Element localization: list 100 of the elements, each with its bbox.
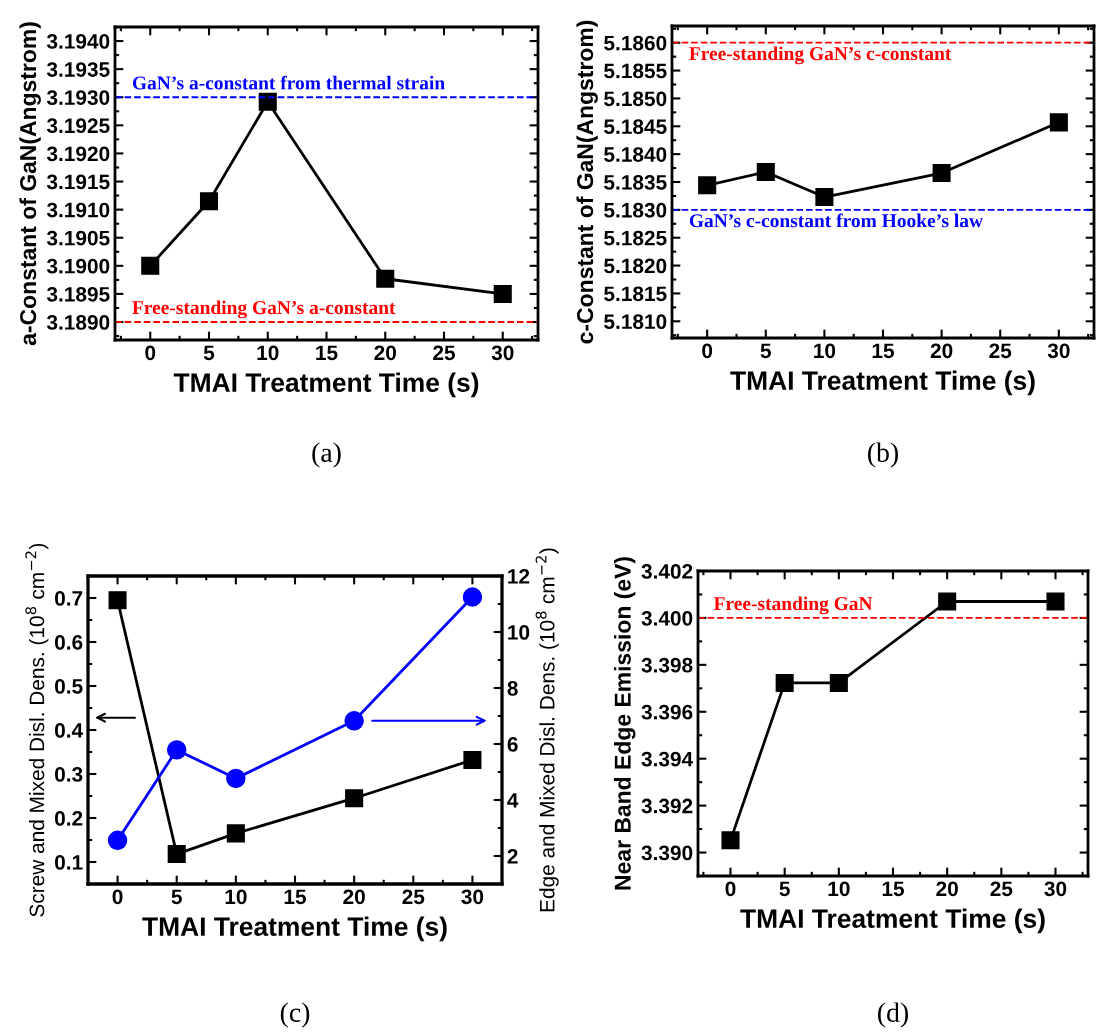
ref-line-label: GaN’s c-constant from Hooke’s law [689, 213, 983, 228]
y-tick-label: 0.7 [55, 591, 83, 606]
y-tick-label: 3.1915 [46, 174, 110, 190]
y-tick-label: 3.1935 [46, 62, 110, 77]
y-tick-label: 5.1815 [604, 286, 667, 302]
y-tick-label: 3.398 [641, 657, 693, 673]
y-tick-label: 3.1900 [46, 258, 110, 274]
point [698, 176, 717, 195]
x-tick-label: 10 [828, 881, 850, 897]
y-tick-label: 3.1920 [46, 146, 110, 162]
y-tick-label: 3.1910 [46, 202, 110, 218]
text: (d) [878, 1002, 908, 1028]
x-tick-label: 20 [936, 881, 958, 897]
y-tick-label: 5.1860 [604, 35, 667, 51]
y-tick-label: 3.400 [641, 610, 693, 626]
y-tick-label: 5.1825 [604, 230, 667, 246]
point [226, 768, 246, 789]
x-tick-label: 10 [257, 345, 279, 361]
y2-axis-title: Edge and Mixed Disl. Dens. (10$^{8}$ cm$^{−2}$) [535, 548, 559, 912]
x-tick-label: 30 [461, 889, 484, 905]
point [376, 269, 395, 288]
y-tick-label: 0.3 [55, 767, 83, 782]
x-tick-label: 15 [872, 343, 895, 359]
text: (c) [280, 1002, 310, 1028]
point [345, 789, 364, 808]
y-tick-label: 3.1895 [46, 286, 110, 302]
point [107, 830, 128, 851]
y-tick-label: 5.1845 [604, 119, 667, 135]
y-tick-label: 3.1925 [46, 118, 110, 134]
y-tick-label: 5.1810 [604, 314, 667, 330]
y-tick-label: 0.5 [55, 679, 83, 694]
point [493, 284, 512, 303]
point [258, 92, 277, 111]
y-tick-label: 5.1850 [604, 91, 667, 107]
x-tick-label: 0 [112, 889, 123, 905]
x-tick-label: 5 [779, 881, 790, 897]
y2-tick-label: 12 [508, 569, 530, 584]
point [462, 587, 483, 607]
point [1046, 592, 1065, 611]
point [463, 750, 482, 769]
x-tick-label: 20 [343, 889, 365, 905]
point [344, 711, 364, 731]
y-tick-label: 0.1 [55, 855, 83, 870]
x-axis-title: TMAI Treatment Time (s) [730, 370, 1035, 396]
y-axis-title: a-Constant of GaN(Angstrom) [19, 22, 41, 346]
x-tick-label: 15 [316, 345, 338, 361]
point [829, 673, 848, 692]
y-tick-label: 5.1835 [604, 175, 667, 190]
y-tick-label: 3.1905 [46, 230, 110, 246]
x-tick-label: 5 [171, 889, 182, 905]
x-tick-label: 30 [491, 345, 514, 361]
y2-tick-label: 2 [507, 849, 518, 864]
y-tick-label: 0.6 [55, 635, 83, 650]
text: (a) [312, 442, 341, 468]
point [108, 591, 127, 610]
y2-tick-label: 10 [508, 625, 530, 640]
ref-line-label: Free-standing GaN’s c-constant [689, 46, 952, 65]
y-tick-label: 3.1890 [46, 315, 110, 330]
y-tick-label: 5.1840 [604, 147, 667, 162]
ref-line-label: GaN’s a-constant from thermal strain [132, 75, 445, 90]
x-tick-label: 10 [225, 889, 247, 905]
x-tick-label: 30 [1047, 343, 1070, 359]
point [815, 188, 834, 207]
y-tick-label: 3.402 [641, 564, 693, 579]
x-tick-label: 0 [145, 345, 156, 361]
y2-tick-label: 4 [507, 793, 519, 808]
point [199, 192, 219, 211]
point [141, 256, 160, 275]
y-tick-label: 3.394 [641, 751, 694, 767]
y-tick-label: 3.390 [641, 845, 693, 861]
x-tick-label: 25 [989, 343, 1012, 359]
point [756, 162, 775, 181]
y-tick-label: 5.1830 [604, 202, 667, 218]
point [166, 740, 187, 760]
y-tick-label: 5.1855 [604, 63, 667, 79]
y-tick-label: 0.2 [55, 811, 83, 826]
x-tick-label: 0 [702, 343, 713, 359]
y-axis-title: Near Band Edge Emission (eV) [613, 557, 636, 890]
x-tick-label: 0 [725, 881, 736, 897]
x-axis-title: TMAI Treatment Time (s) [740, 908, 1045, 934]
x-tick-label: 25 [990, 881, 1013, 897]
y-tick-label: 0.4 [55, 723, 84, 738]
x-tick-label: 25 [402, 889, 425, 905]
point [938, 592, 957, 611]
point [932, 164, 951, 183]
point [721, 831, 740, 850]
x-axis-title: TMAI Treatment Time (s) [142, 916, 447, 942]
x-tick-label: 5 [203, 345, 215, 361]
x-tick-label: 15 [284, 889, 307, 905]
x-tick-label: 30 [1044, 881, 1067, 897]
y-axis-title: c-Constant of GaN(Angstrom) [576, 20, 598, 344]
ref-line-label: Free-standing GaN’s a-constant [132, 300, 396, 319]
y-tick-label: 5.1820 [604, 258, 667, 274]
x-tick-label: 25 [433, 345, 456, 361]
y-axis-title: Screw and Mixed Disl. Dens. (10$^{8}$ cm$^{−2}$) [25, 543, 49, 917]
point [226, 824, 245, 843]
y-tick-label: 3.1930 [46, 90, 110, 106]
x-tick-label: 10 [814, 343, 836, 359]
point [167, 845, 186, 864]
x-tick-label: 15 [882, 881, 905, 897]
